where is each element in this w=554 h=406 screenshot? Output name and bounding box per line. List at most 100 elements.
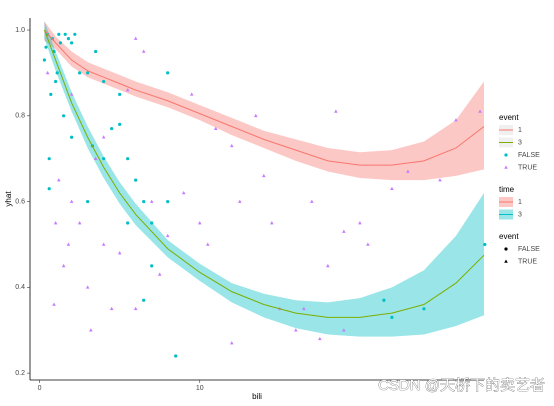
point xyxy=(44,45,48,49)
point xyxy=(326,263,330,268)
point xyxy=(70,41,74,45)
point xyxy=(142,298,146,302)
point xyxy=(118,122,122,126)
watermark: CSDN @天桥下的卖艺者 xyxy=(378,377,545,394)
legend-label: FALSE xyxy=(518,152,540,159)
point xyxy=(150,221,154,225)
point xyxy=(358,221,362,225)
point xyxy=(142,199,146,204)
point xyxy=(126,157,130,161)
point xyxy=(54,79,58,84)
point xyxy=(181,190,186,195)
legend-label: 3 xyxy=(518,211,522,218)
point xyxy=(126,221,130,225)
point xyxy=(165,233,170,238)
point xyxy=(55,71,59,75)
point xyxy=(134,178,138,182)
point xyxy=(101,242,106,246)
point xyxy=(57,178,61,182)
point xyxy=(94,49,98,54)
point xyxy=(262,173,266,178)
point xyxy=(406,169,410,173)
point xyxy=(197,221,202,225)
smooth-line xyxy=(43,29,485,318)
point xyxy=(149,199,154,203)
legend-label: 3 xyxy=(518,139,522,146)
point xyxy=(70,135,74,139)
legend-label: 1 xyxy=(518,127,522,134)
point xyxy=(213,126,218,130)
point xyxy=(63,32,67,36)
point xyxy=(69,199,74,203)
point xyxy=(205,242,210,246)
x-tick-label: 10 xyxy=(196,385,204,392)
legend-label: 1 xyxy=(518,199,522,206)
point xyxy=(237,199,242,203)
point xyxy=(45,70,50,75)
point xyxy=(253,113,258,118)
point xyxy=(318,336,322,341)
point xyxy=(166,199,170,204)
point xyxy=(174,354,178,358)
point xyxy=(85,285,90,289)
point xyxy=(454,118,458,122)
point xyxy=(93,156,98,160)
point xyxy=(57,32,61,36)
legend-key xyxy=(504,247,508,251)
point xyxy=(141,49,146,53)
point xyxy=(53,221,58,225)
point xyxy=(52,302,56,306)
point xyxy=(102,79,106,84)
point xyxy=(478,109,482,113)
legend-title: time xyxy=(499,185,515,194)
point xyxy=(47,157,51,161)
point xyxy=(334,109,338,113)
point xyxy=(166,71,170,75)
point xyxy=(61,263,66,268)
y-tick-label: 0.8 xyxy=(15,113,25,120)
point xyxy=(366,242,370,246)
legend-label: TRUE xyxy=(518,258,537,265)
point xyxy=(73,32,77,36)
point xyxy=(86,199,90,204)
x-tick-label: 0 xyxy=(38,385,42,392)
legend-label: TRUE xyxy=(518,164,537,171)
point xyxy=(101,135,106,139)
point xyxy=(483,242,487,247)
point xyxy=(270,221,274,225)
point xyxy=(49,92,53,96)
point xyxy=(438,178,442,182)
legend-title: event xyxy=(499,113,519,122)
point xyxy=(66,36,71,41)
y-tick-label: 0.6 xyxy=(15,198,25,205)
point xyxy=(86,71,90,75)
point xyxy=(310,199,314,203)
point xyxy=(133,306,138,311)
point xyxy=(342,328,346,332)
legend-label: FALSE xyxy=(518,246,540,253)
smooth-line xyxy=(44,29,485,166)
point xyxy=(390,315,394,319)
point xyxy=(117,251,122,255)
point xyxy=(69,92,74,96)
x-axis-title: bili xyxy=(252,392,262,401)
point xyxy=(157,272,162,276)
point xyxy=(150,264,154,268)
point xyxy=(66,242,71,246)
point xyxy=(62,114,66,118)
point xyxy=(189,92,194,96)
point xyxy=(89,328,93,332)
point xyxy=(422,307,426,311)
legend-key xyxy=(504,153,508,157)
point xyxy=(109,306,114,311)
y-axis-title: yhat xyxy=(4,191,13,207)
legend-title: event xyxy=(499,232,519,241)
point xyxy=(390,186,394,191)
point xyxy=(294,328,298,332)
point xyxy=(47,187,51,191)
confidence-band xyxy=(44,21,485,181)
point xyxy=(42,58,47,62)
point xyxy=(78,71,82,75)
point xyxy=(229,143,234,148)
